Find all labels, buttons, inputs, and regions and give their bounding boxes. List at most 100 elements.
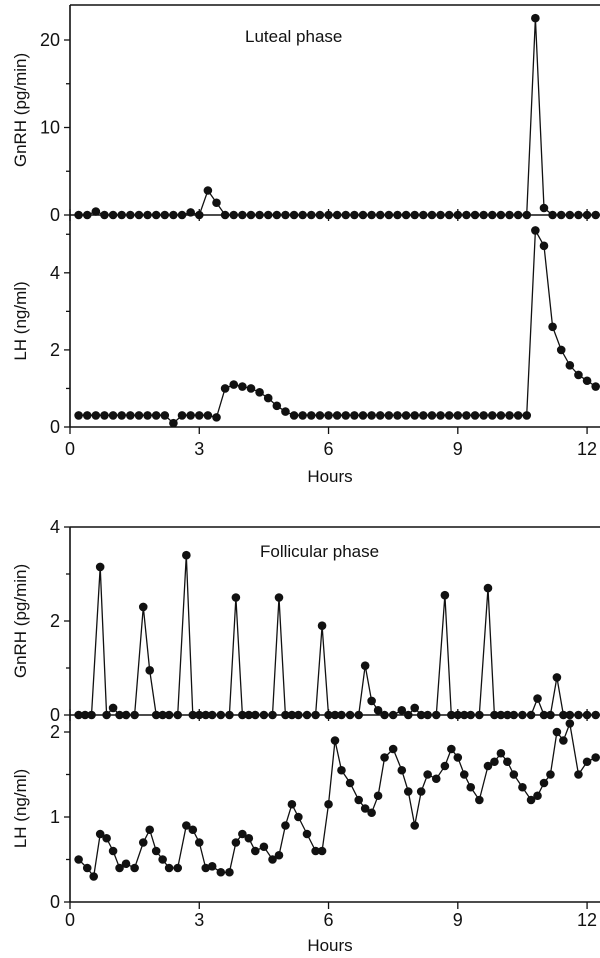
data-point xyxy=(565,710,575,720)
series-line xyxy=(78,555,596,717)
data-point xyxy=(281,821,290,830)
data-point xyxy=(565,210,575,220)
y-tick-label: 4 xyxy=(50,517,60,537)
data-point xyxy=(108,846,118,856)
data-point xyxy=(82,411,92,420)
y-tick-label: 0 xyxy=(50,705,60,725)
data-point xyxy=(250,846,260,856)
data-point xyxy=(337,710,346,720)
data-point xyxy=(102,710,111,720)
data-point xyxy=(513,411,523,420)
data-point xyxy=(82,863,92,873)
y-tick-label: 2 xyxy=(50,340,60,360)
subplot-gnrh: 0 2 4 GnRH (pg/min) xyxy=(11,517,600,725)
data-point xyxy=(158,855,167,864)
data-point xyxy=(548,322,557,332)
x-tick-label: 6 xyxy=(324,439,334,459)
data-point xyxy=(591,382,600,391)
data-point xyxy=(115,863,124,873)
data-point xyxy=(533,694,542,703)
y-tick-label: 0 xyxy=(50,417,60,437)
data-point xyxy=(164,863,174,873)
data-point xyxy=(459,710,469,720)
data-point xyxy=(483,583,493,593)
data-point xyxy=(151,846,161,856)
data-point xyxy=(151,411,161,420)
data-point xyxy=(307,210,316,220)
data-point xyxy=(431,774,441,784)
data-point xyxy=(274,593,284,602)
data-point xyxy=(373,706,383,715)
data-point xyxy=(298,210,307,220)
y-axis-title: GnRH (pg/min) xyxy=(11,53,30,167)
data-point xyxy=(419,210,428,220)
data-point xyxy=(134,411,144,420)
data-point xyxy=(87,710,96,720)
data-point xyxy=(582,757,592,767)
data-point xyxy=(332,210,342,220)
data-point xyxy=(229,210,239,220)
data-point xyxy=(565,361,575,370)
data-point xyxy=(375,210,385,220)
series-line xyxy=(78,228,597,424)
y-axis-title: LH (ng/ml) xyxy=(11,281,30,360)
data-point xyxy=(182,821,191,830)
data-point xyxy=(121,710,131,720)
data-point xyxy=(350,210,359,220)
data-point xyxy=(470,411,480,420)
data-point xyxy=(263,393,273,403)
data-point xyxy=(548,210,557,220)
subplot-gnrh: 0 10 20 GnRH (pg/min) xyxy=(11,4,600,225)
data-point xyxy=(201,863,211,873)
x-tick-label: 12 xyxy=(577,910,597,930)
data-point xyxy=(447,710,456,720)
data-point xyxy=(496,748,506,758)
data-point xyxy=(384,411,394,420)
x-axis-title: Hours xyxy=(307,467,352,486)
data-point xyxy=(574,710,583,720)
data-point xyxy=(354,710,363,720)
data-point xyxy=(440,761,450,771)
data-point xyxy=(143,210,152,220)
data-point xyxy=(533,791,542,801)
data-point xyxy=(367,696,376,706)
data-point xyxy=(591,753,600,762)
data-point xyxy=(186,411,195,420)
data-point xyxy=(345,778,355,788)
data-point xyxy=(246,384,256,393)
y-tick-label: 2 xyxy=(50,611,60,631)
data-point xyxy=(121,859,131,869)
data-point xyxy=(487,411,497,420)
data-point xyxy=(194,838,204,847)
y-tick-label: 0 xyxy=(50,205,60,225)
data-point xyxy=(546,770,555,779)
data-point xyxy=(444,411,454,420)
data-point xyxy=(496,210,506,220)
data-point xyxy=(531,226,540,235)
data-point xyxy=(574,210,583,220)
data-point xyxy=(483,761,493,771)
data-point xyxy=(272,401,282,411)
data-point xyxy=(203,186,213,195)
data-point xyxy=(453,411,463,420)
data-point xyxy=(565,719,575,728)
data-point xyxy=(423,770,432,779)
data-point xyxy=(117,411,127,420)
data-point xyxy=(212,413,221,422)
data-point xyxy=(479,210,488,220)
data-point xyxy=(393,411,402,420)
data-point xyxy=(95,829,105,839)
data-point xyxy=(475,795,484,805)
data-point xyxy=(216,867,226,877)
data-point xyxy=(145,825,155,835)
data-point xyxy=(496,411,506,420)
data-point xyxy=(207,862,217,871)
data-point xyxy=(74,210,83,220)
data-point xyxy=(130,710,139,720)
data-point xyxy=(470,210,480,220)
data-point xyxy=(238,829,247,839)
data-point xyxy=(360,804,370,813)
data-point xyxy=(539,203,549,213)
y-tick-label: 10 xyxy=(40,118,60,138)
data-point xyxy=(255,210,264,220)
